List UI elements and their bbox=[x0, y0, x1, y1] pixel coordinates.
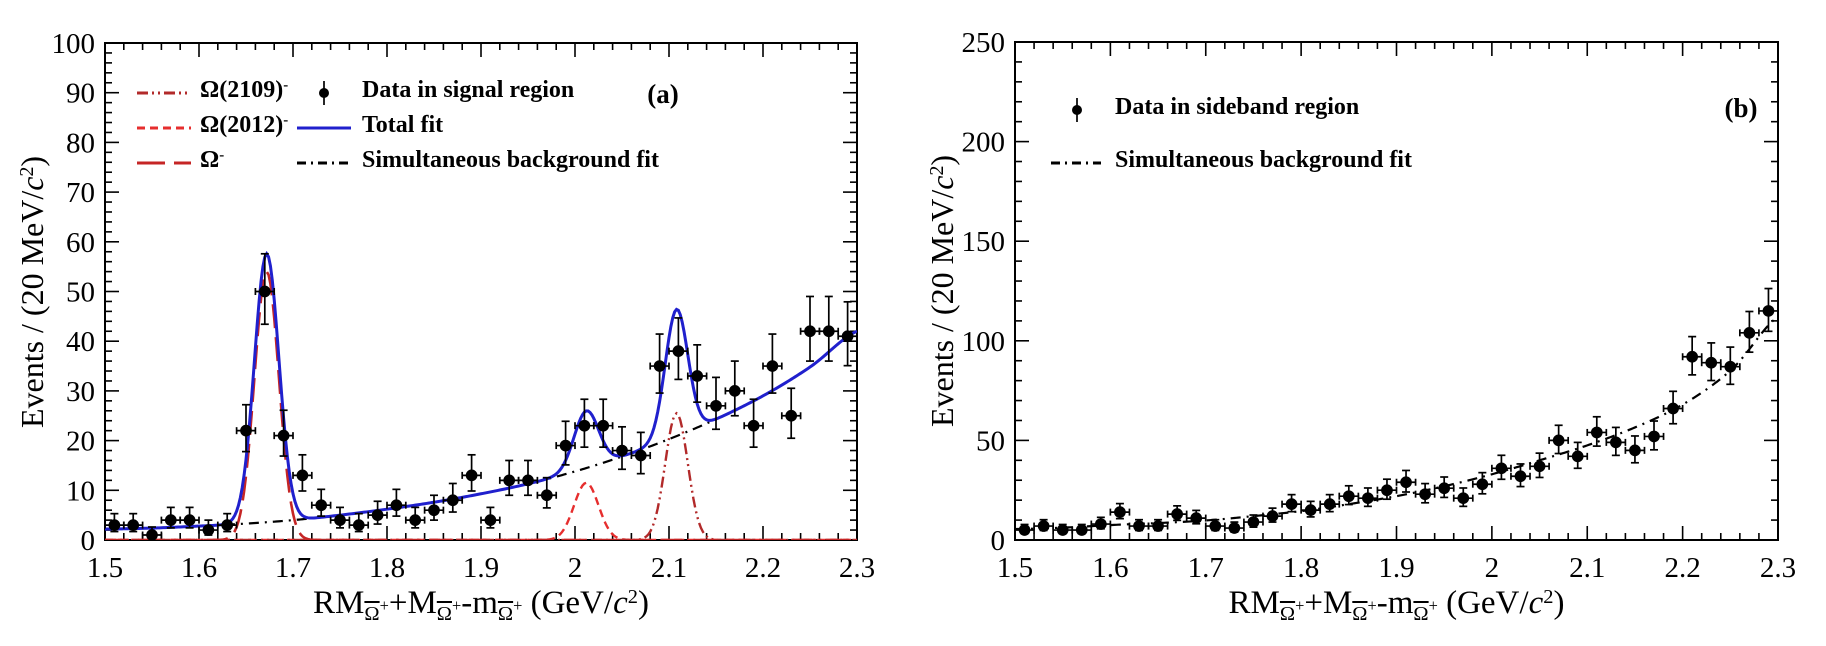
svg-text:50: 50 bbox=[66, 277, 95, 309]
svg-text:2.2: 2.2 bbox=[1665, 552, 1701, 584]
svg-text:1.7: 1.7 bbox=[1188, 552, 1224, 584]
data-points-a bbox=[105, 252, 857, 540]
svg-text:100: 100 bbox=[52, 28, 96, 60]
plot-canvas-a: 1.5 1.6 1.7 1.8 1.9 2 2.1 2.2 2.3 0 10 20 30 40 50 60 70… bbox=[52, 28, 876, 584]
svg-text:250: 250 bbox=[962, 27, 1006, 59]
svg-text:2.3: 2.3 bbox=[1760, 552, 1796, 584]
svg-text:10: 10 bbox=[66, 475, 95, 507]
svg-text:1.7: 1.7 bbox=[275, 552, 311, 584]
svg-text:150: 150 bbox=[962, 226, 1006, 258]
tick-labels-b: 1.5 1.6 1.7 1.8 1.9 2 2.1 2.2 2.3 0 50 100 150 200 250 bbox=[962, 27, 1797, 584]
svg-text:1.9: 1.9 bbox=[1378, 552, 1414, 584]
svg-text:1.9: 1.9 bbox=[463, 552, 499, 584]
panel-a: 1.5 1.6 1.7 1.8 1.9 2 2.1 2.2 2.3 0 10 20 30 40 50 60 70… bbox=[14, 28, 876, 624]
svg-text:60: 60 bbox=[66, 227, 95, 259]
svg-text:2: 2 bbox=[1485, 552, 1500, 584]
svg-text:2.1: 2.1 bbox=[651, 552, 687, 584]
svg-text:70: 70 bbox=[66, 177, 95, 209]
svg-text:90: 90 bbox=[66, 78, 95, 110]
svg-text:0: 0 bbox=[991, 525, 1006, 557]
svg-text:100: 100 bbox=[962, 326, 1006, 358]
svg-text:40: 40 bbox=[66, 326, 95, 358]
svg-text:1.6: 1.6 bbox=[1092, 552, 1128, 584]
svg-text:50: 50 bbox=[976, 425, 1005, 457]
svg-text:200: 200 bbox=[962, 127, 1006, 159]
svg-text:1.8: 1.8 bbox=[1283, 552, 1319, 584]
svg-text:20: 20 bbox=[66, 426, 95, 458]
svg-text:1.5: 1.5 bbox=[997, 552, 1033, 584]
axes-b bbox=[1014, 41, 1779, 541]
tick-labels-a: 1.5 1.6 1.7 1.8 1.9 2 2.1 2.2 2.3 0 10 20 30 40 50 60 70… bbox=[52, 28, 876, 584]
curve-background-fit bbox=[105, 330, 857, 531]
svg-text:2: 2 bbox=[568, 552, 583, 584]
axes-a bbox=[104, 42, 858, 541]
svg-text:1.8: 1.8 bbox=[369, 552, 405, 584]
svg-text:30: 30 bbox=[66, 376, 95, 408]
svg-text:0: 0 bbox=[81, 525, 96, 557]
svg-text:1.5: 1.5 bbox=[87, 552, 123, 584]
svg-text:1.6: 1.6 bbox=[181, 552, 217, 584]
svg-text:2.3: 2.3 bbox=[839, 552, 875, 584]
svg-text:80: 80 bbox=[66, 127, 95, 159]
curve-background-fit bbox=[1015, 315, 1778, 531]
panel-b: 1.5 1.6 1.7 1.8 1.9 2 2.1 2.2 2.3 0 50 100 150 200 250… bbox=[913, 0, 1826, 646]
svg-text:2.2: 2.2 bbox=[745, 552, 781, 584]
svg-text:2.1: 2.1 bbox=[1569, 552, 1605, 584]
plot-canvas-b: 1.5 1.6 1.7 1.8 1.9 2 2.1 2.2 2.3 0 50 100 150 200 250 bbox=[962, 27, 1797, 584]
data-points-b bbox=[1015, 287, 1778, 536]
